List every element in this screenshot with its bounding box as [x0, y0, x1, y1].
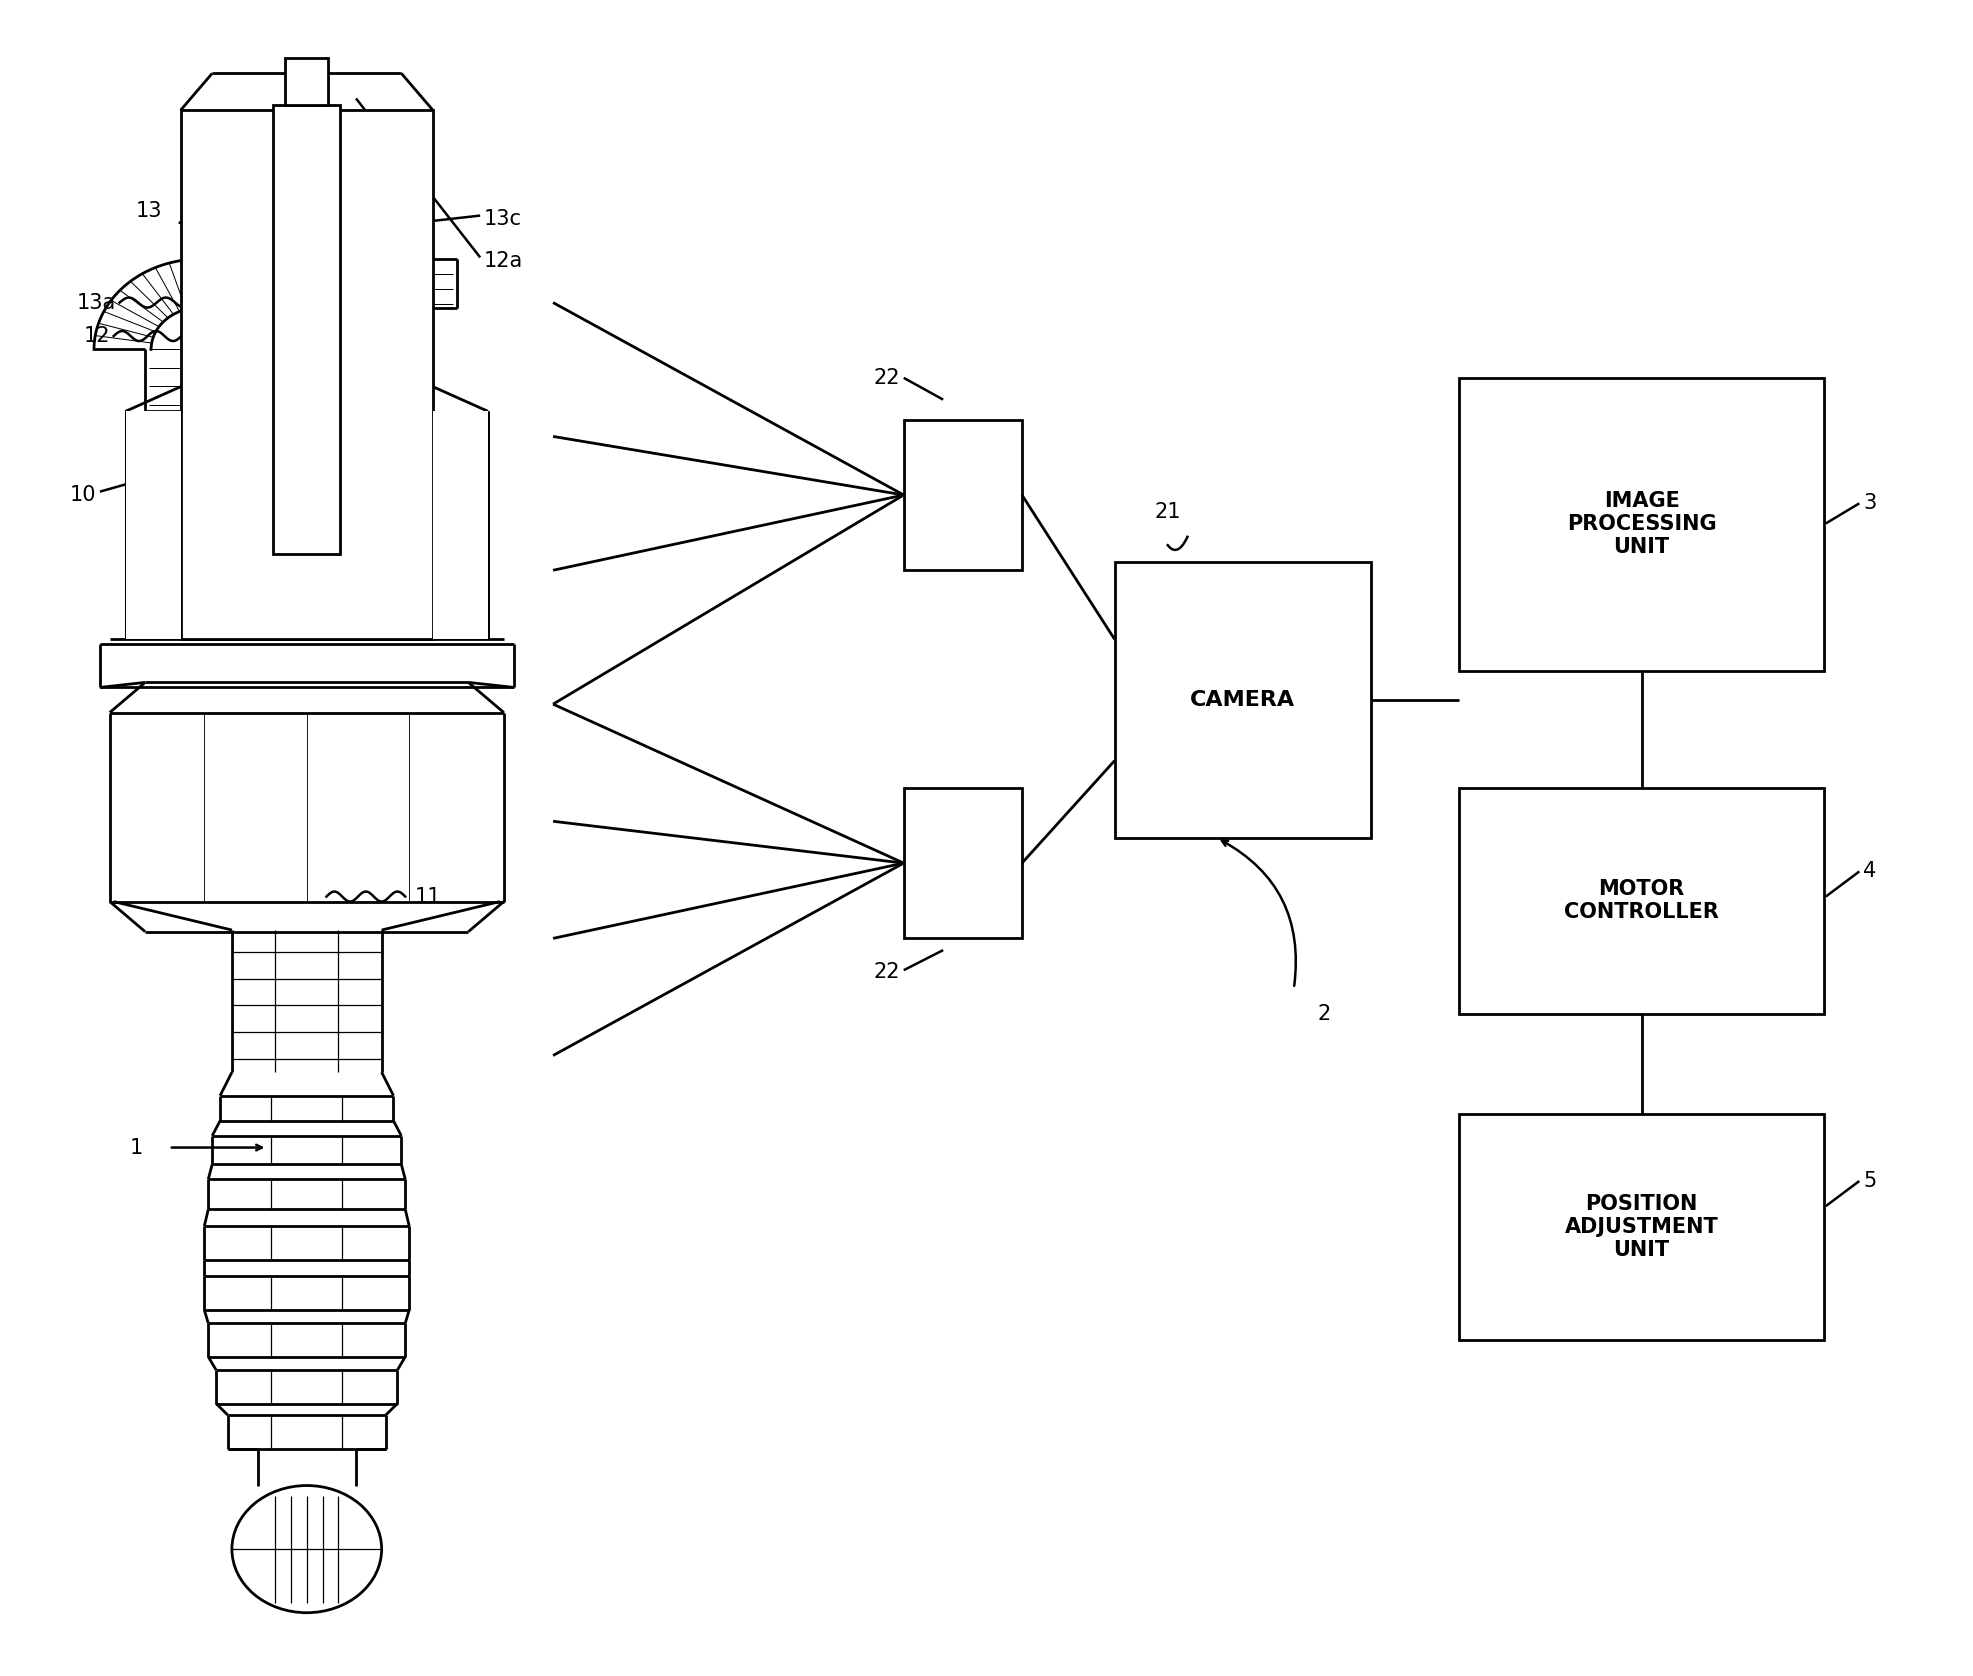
Bar: [1115, 561, 1371, 838]
Text: CAMERA: CAMERA: [1190, 691, 1294, 711]
Text: 10: 10: [69, 484, 97, 504]
Bar: [182, 111, 432, 639]
Text: 2: 2: [1318, 1004, 1332, 1024]
Text: 11: 11: [414, 887, 442, 907]
Text: 13: 13: [136, 201, 162, 221]
Text: IMAGE
PROCESSING
UNIT: IMAGE PROCESSING UNIT: [1567, 491, 1717, 558]
Bar: [286, 59, 328, 106]
Text: 1: 1: [130, 1138, 144, 1158]
Bar: [904, 788, 1022, 939]
Bar: [432, 411, 487, 639]
Circle shape: [233, 1485, 381, 1612]
Text: 13a: 13a: [77, 293, 116, 312]
Bar: [904, 419, 1022, 570]
Text: POSITION
ADJUSTMENT
UNIT: POSITION ADJUSTMENT UNIT: [1565, 1193, 1718, 1260]
Bar: [1460, 377, 1823, 670]
Bar: [1460, 1115, 1823, 1341]
Bar: [126, 411, 182, 639]
Text: 22: 22: [874, 367, 900, 387]
Text: 3: 3: [1863, 493, 1876, 513]
Text: 22: 22: [874, 962, 900, 982]
Bar: [274, 106, 339, 553]
Text: 13b: 13b: [272, 159, 314, 179]
Text: 12: 12: [83, 327, 110, 345]
Text: MOTOR
CONTROLLER: MOTOR CONTROLLER: [1565, 880, 1718, 922]
Text: 4: 4: [1863, 861, 1876, 882]
Text: 12a: 12a: [483, 251, 523, 272]
Text: 13c: 13c: [483, 210, 523, 230]
Bar: [1460, 788, 1823, 1014]
Text: 21: 21: [1154, 501, 1182, 521]
Text: 5: 5: [1863, 1172, 1876, 1192]
